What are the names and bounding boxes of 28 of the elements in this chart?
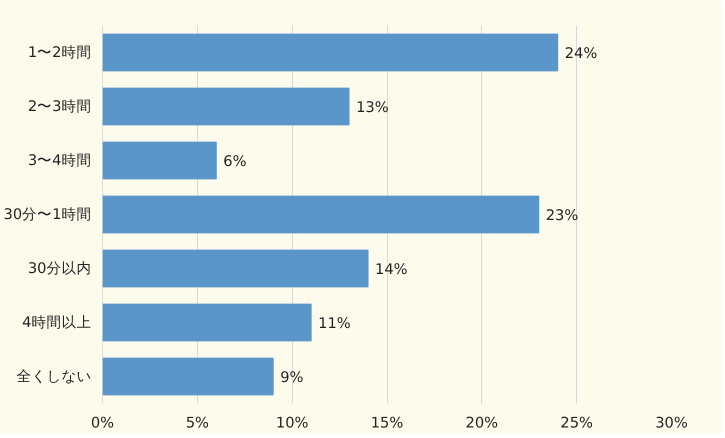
bar bbox=[102, 304, 312, 342]
bar bbox=[102, 88, 350, 126]
bar bbox=[102, 250, 369, 288]
data-label: 9% bbox=[280, 369, 304, 386]
y-tick-label: 30分〜1時間 bbox=[4, 206, 92, 223]
bar bbox=[102, 142, 217, 180]
x-tick-label: 30% bbox=[655, 414, 688, 432]
data-label: 14% bbox=[375, 261, 408, 278]
y-tick-label: 全くしない bbox=[16, 368, 92, 385]
y-tick-label: 4時間以上 bbox=[22, 314, 92, 331]
x-tick-label: 15% bbox=[370, 414, 404, 432]
y-tick-label: 30分以内 bbox=[28, 260, 92, 277]
y-tick-label: 2〜3時間 bbox=[28, 98, 92, 115]
x-tick-label: 0% bbox=[90, 414, 114, 432]
data-label: 11% bbox=[318, 315, 351, 332]
x-tick-label: 5% bbox=[186, 414, 210, 432]
y-tick-label: 3〜4時間 bbox=[28, 152, 92, 169]
data-label: 23% bbox=[546, 207, 578, 224]
y-tick-label: 1〜2時間 bbox=[28, 44, 92, 61]
bar bbox=[102, 196, 540, 234]
x-tick-label: 25% bbox=[560, 414, 594, 432]
data-label: 13% bbox=[356, 99, 389, 116]
data-label: 6% bbox=[223, 153, 247, 170]
x-tick-label: 20% bbox=[466, 414, 498, 432]
x-tick-label: 10% bbox=[276, 414, 309, 432]
bar bbox=[102, 34, 558, 72]
data-label: 24% bbox=[564, 45, 598, 62]
bar bbox=[102, 358, 274, 396]
